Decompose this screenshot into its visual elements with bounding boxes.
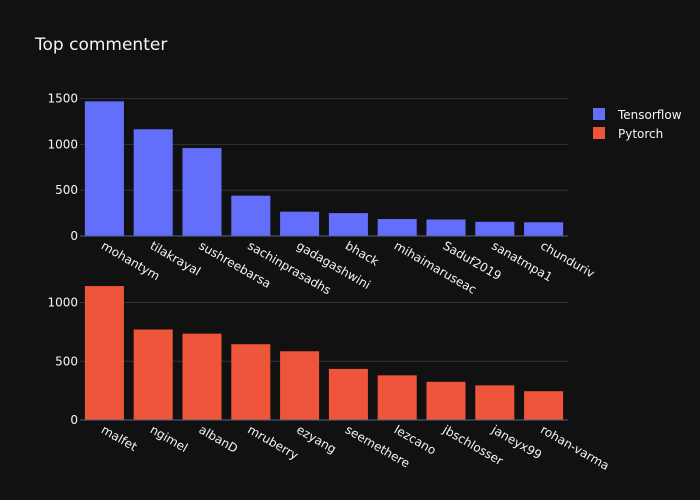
tensorflow-y-tick-label: 1000 bbox=[47, 137, 78, 151]
legend[interactable]: Tensorflow Pytorch bbox=[593, 108, 682, 141]
pytorch-bar[interactable] bbox=[426, 381, 466, 420]
tensorflow-bar[interactable] bbox=[133, 129, 173, 236]
pytorch-bar[interactable] bbox=[280, 351, 320, 420]
tensorflow-y-tick-label: 500 bbox=[55, 183, 78, 197]
pytorch-y-tick-label: 500 bbox=[55, 354, 78, 368]
tensorflow-bar[interactable] bbox=[328, 213, 368, 236]
pytorch-bar[interactable] bbox=[475, 385, 515, 420]
tensorflow-y-tick-label: 1500 bbox=[47, 92, 78, 106]
legend-label-pytorch: Pytorch bbox=[618, 127, 663, 141]
pytorch-bar[interactable] bbox=[524, 391, 564, 420]
pytorch-bar[interactable] bbox=[377, 375, 417, 420]
pytorch-y-tick-label: 0 bbox=[70, 413, 78, 427]
tensorflow-bar[interactable] bbox=[524, 222, 564, 236]
tensorflow-bar[interactable] bbox=[182, 148, 222, 236]
tensorflow-bar[interactable] bbox=[377, 219, 417, 236]
legend-item-tensorflow[interactable]: Tensorflow bbox=[593, 108, 682, 122]
pytorch-bar[interactable] bbox=[328, 368, 368, 420]
pytorch-bar[interactable] bbox=[182, 333, 222, 420]
legend-swatch-pytorch bbox=[593, 127, 605, 139]
pytorch-bar[interactable] bbox=[84, 286, 124, 420]
tensorflow-bar[interactable] bbox=[280, 211, 320, 236]
pytorch-bar[interactable] bbox=[231, 344, 271, 420]
tensorflow-bar[interactable] bbox=[231, 195, 271, 236]
chart-title: Top commenter bbox=[34, 35, 167, 55]
tensorflow-bar[interactable] bbox=[426, 219, 466, 236]
tensorflow-subplot: 050010001500mohantymtilakrayalsushreebar… bbox=[47, 92, 597, 298]
legend-item-pytorch[interactable]: Pytorch bbox=[593, 127, 663, 141]
legend-label-tensorflow: Tensorflow bbox=[617, 108, 682, 122]
pytorch-y-tick-label: 1000 bbox=[47, 296, 78, 310]
tensorflow-bar[interactable] bbox=[84, 101, 124, 236]
legend-swatch-tensorflow bbox=[593, 108, 605, 120]
pytorch-bar[interactable] bbox=[133, 329, 173, 420]
tensorflow-y-tick-label: 0 bbox=[70, 229, 78, 243]
tensorflow-bar[interactable] bbox=[475, 221, 515, 236]
